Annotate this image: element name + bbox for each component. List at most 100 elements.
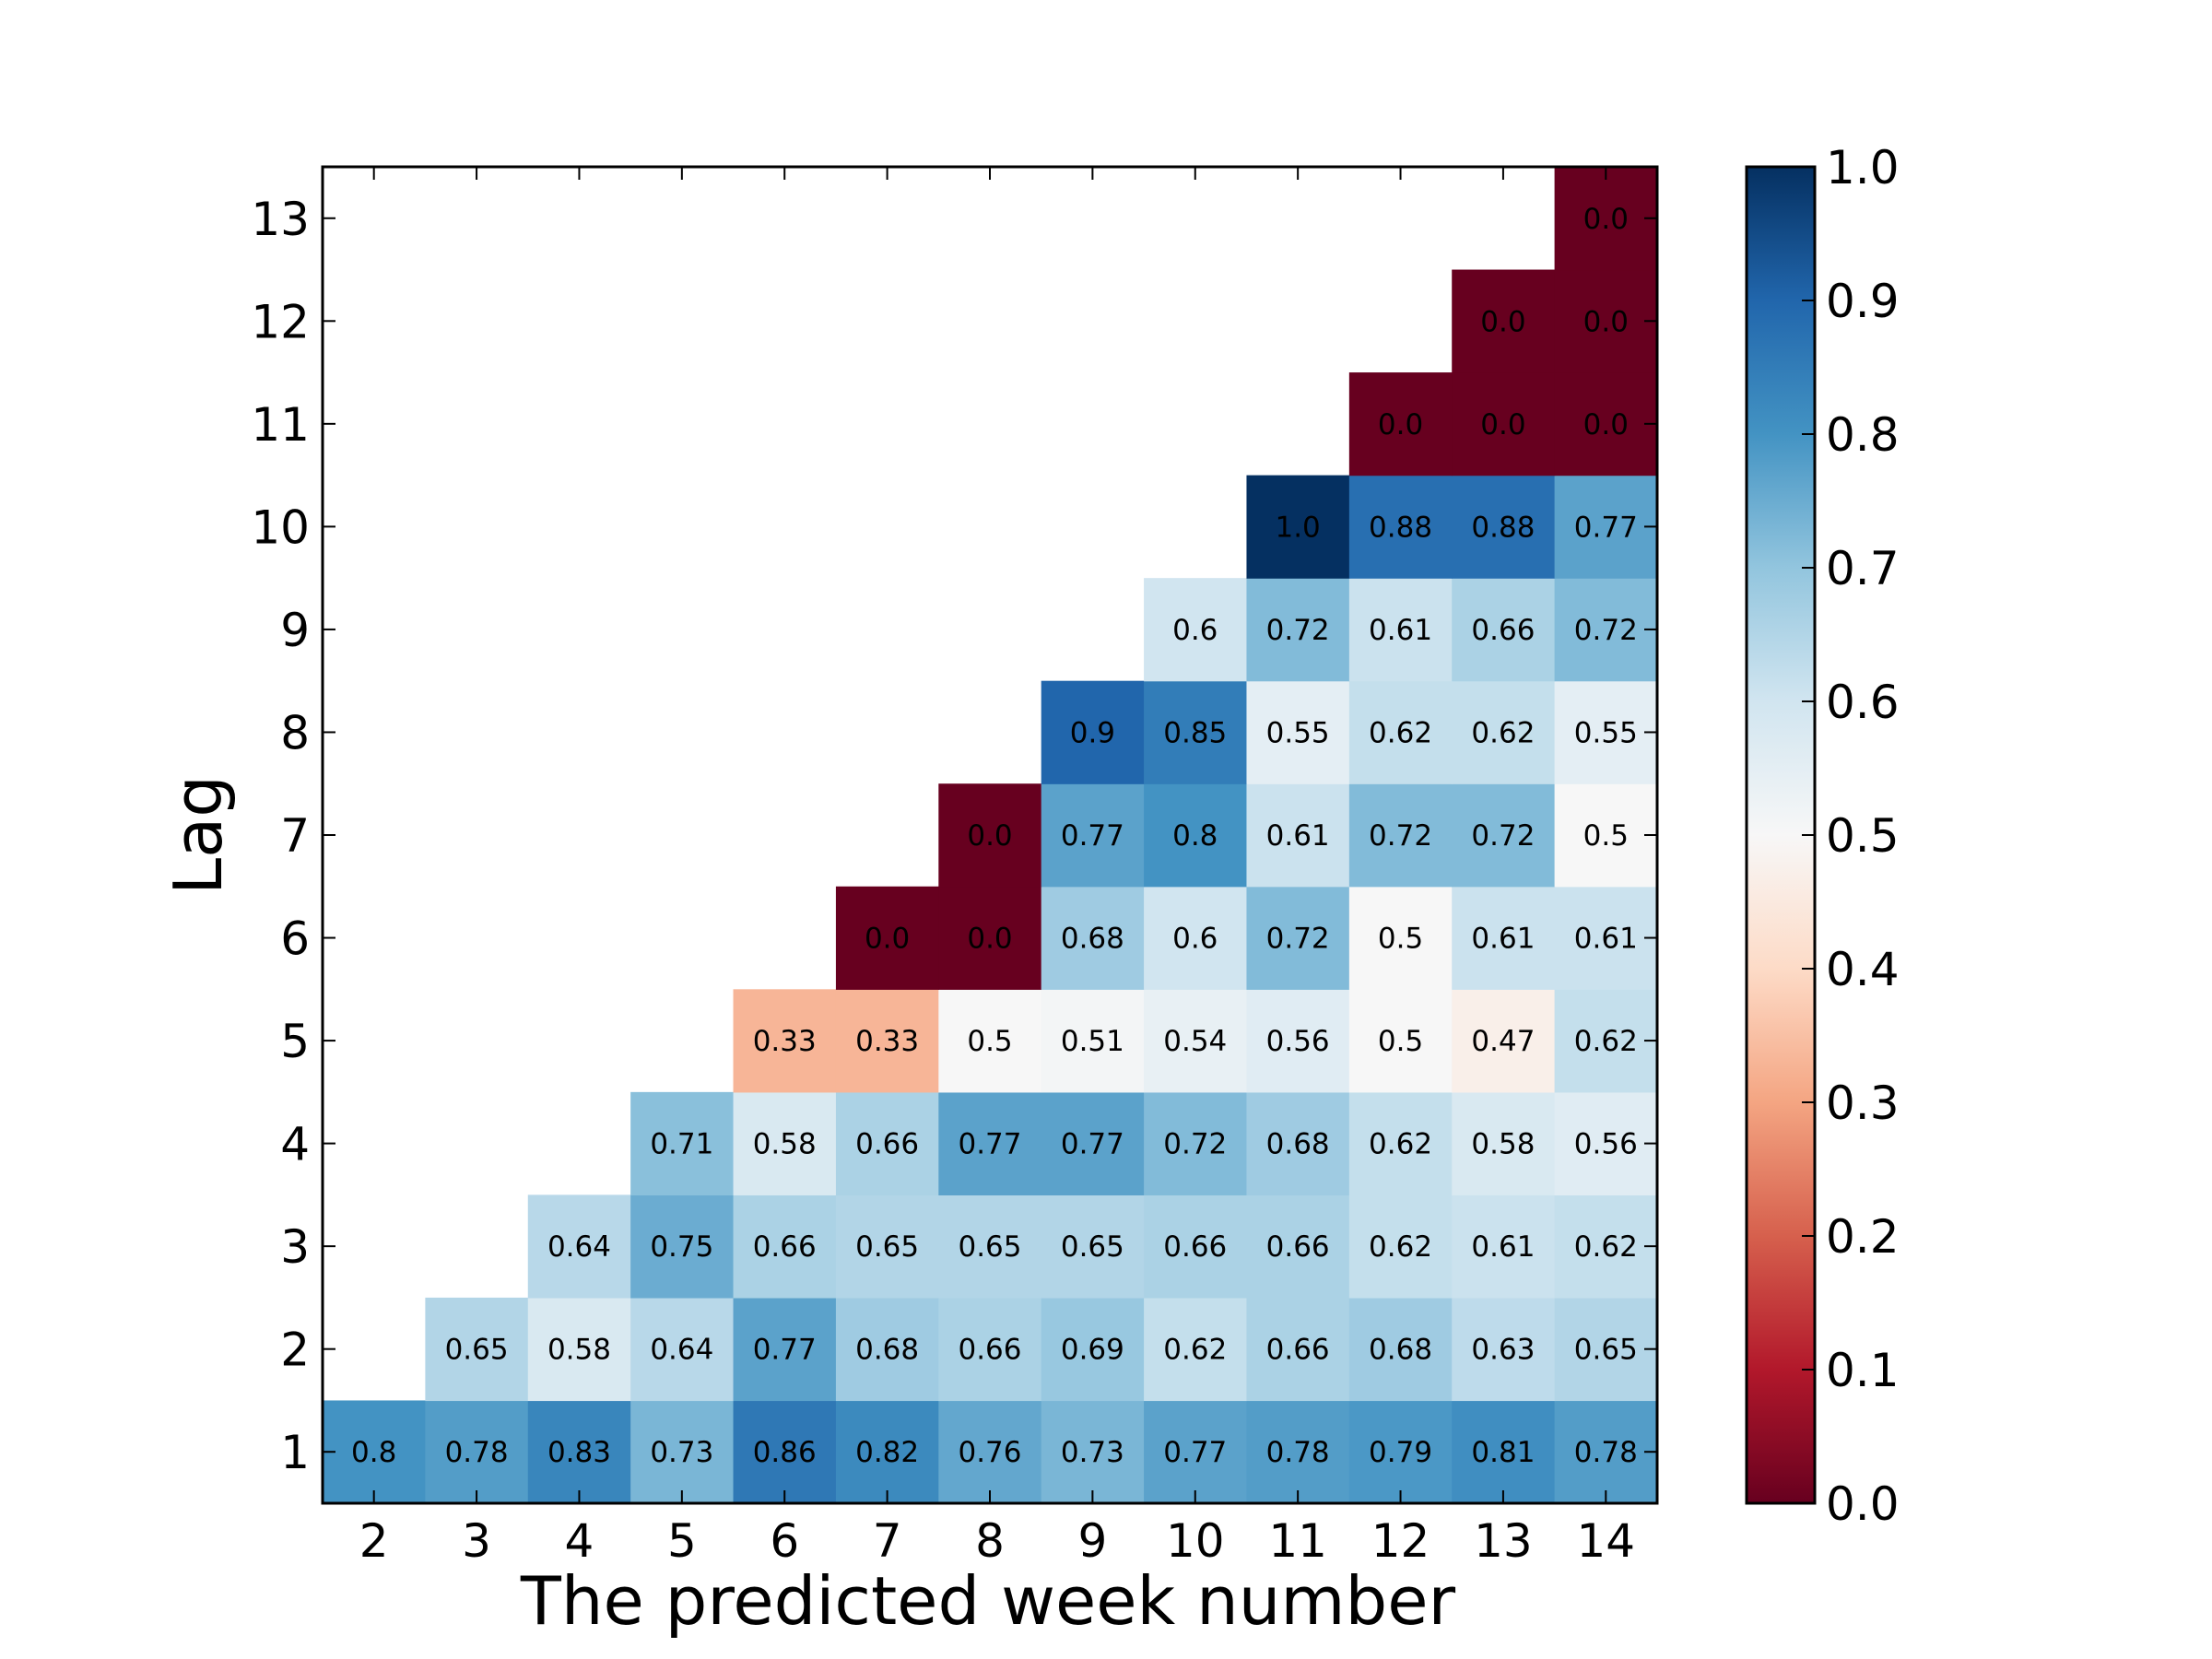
- cell-value-label: 0.58: [753, 1128, 817, 1161]
- heatmap-cell: [1144, 680, 1248, 784]
- cell-value-label: 0.64: [650, 1334, 713, 1367]
- cell-value-label: 0.5: [1583, 819, 1629, 853]
- heatmap-cell: [527, 1194, 631, 1299]
- y-tick-label: 6: [280, 912, 310, 966]
- cell-value-label: 0.78: [445, 1436, 509, 1469]
- cell-value-label: 0.68: [1369, 1334, 1432, 1367]
- cell-value-label: 0.88: [1369, 511, 1432, 544]
- x-tick-label: 11: [1268, 1514, 1327, 1568]
- colorbar-tick-label: 0.0: [1826, 1477, 1900, 1531]
- heatmap-cell: [938, 886, 1042, 990]
- cell-value-label: 0.66: [1163, 1230, 1227, 1264]
- heatmap-cell: [1348, 783, 1453, 888]
- heatmap-cell: [1554, 783, 1658, 888]
- cell-value-label: 0.82: [855, 1436, 919, 1469]
- heatmap-cell: [1041, 1091, 1145, 1195]
- colorbar-tick-label: 0.2: [1826, 1210, 1900, 1264]
- heatmap-cell: [1554, 475, 1658, 579]
- heatmap-cell: [1348, 680, 1453, 784]
- x-tick-label: 14: [1576, 1514, 1635, 1568]
- heatmap-cell: [1246, 1091, 1350, 1195]
- heatmap-cell: [1554, 1297, 1658, 1402]
- cell-value-label: 0.68: [855, 1334, 919, 1367]
- heatmap-cell: [1554, 886, 1658, 990]
- colorbar-tick-label: 0.8: [1826, 408, 1900, 462]
- x-tick-label: 9: [1077, 1514, 1107, 1568]
- heatmap-cell: [630, 1194, 735, 1299]
- heatmap-cell: [1144, 1400, 1248, 1504]
- cell-value-label: 0.72: [1266, 923, 1330, 956]
- x-tick-label: 5: [667, 1514, 697, 1568]
- heatmap-cell: [835, 1297, 939, 1402]
- colorbar-tick-label: 0.3: [1826, 1077, 1900, 1130]
- heatmap-cell: [1246, 680, 1350, 784]
- heatmap-cell: [323, 1400, 426, 1504]
- cell-value-label: 0.72: [1574, 614, 1638, 647]
- colorbar-tick-label: 0.5: [1826, 809, 1900, 863]
- cell-value-label: 0.62: [1369, 1128, 1432, 1161]
- heatmap-cell: [1452, 372, 1556, 477]
- cell-value-label: 0.75: [650, 1230, 713, 1264]
- heatmap-cell: [1041, 1400, 1145, 1504]
- cell-value-label: 0.5: [967, 1025, 1012, 1058]
- cell-value-label: 1.0: [1275, 511, 1320, 544]
- x-tick-label: 6: [770, 1514, 799, 1568]
- heatmap-cell: [733, 1400, 837, 1504]
- cell-value-label: 0.0: [865, 923, 910, 956]
- cell-value-label: 0.61: [1266, 819, 1330, 853]
- heatmap-cell: [1554, 269, 1658, 373]
- heatmap-cells: [323, 167, 1658, 1504]
- y-tick-label: 8: [280, 706, 310, 759]
- heatmap-cell: [425, 1400, 529, 1504]
- cell-value-label: 0.56: [1266, 1025, 1330, 1058]
- y-tick-label: 5: [280, 1015, 310, 1068]
- cell-value-label: 0.65: [855, 1230, 919, 1264]
- cell-value-label: 0.5: [1378, 1025, 1423, 1058]
- cell-value-label: 0.65: [445, 1334, 509, 1367]
- heatmap-cell: [1348, 1297, 1453, 1402]
- cell-value-label: 0.83: [547, 1436, 611, 1469]
- cell-value-label: 0.0: [1583, 203, 1629, 236]
- cell-value-label: 0.62: [1574, 1025, 1638, 1058]
- heatmap-cell: [1452, 269, 1556, 373]
- cell-value-label: 0.86: [753, 1436, 817, 1469]
- cell-value-label: 0.66: [1266, 1334, 1330, 1367]
- y-tick-label: 12: [251, 295, 310, 348]
- cell-value-label: 0.81: [1471, 1436, 1535, 1469]
- heatmap-cell: [1554, 578, 1658, 682]
- heatmap-cell: [527, 1297, 631, 1402]
- cell-value-label: 0.72: [1471, 819, 1535, 853]
- cell-value-label: 0.62: [1574, 1230, 1638, 1264]
- cell-value-label: 0.77: [958, 1128, 1021, 1161]
- heatmap-cell: [1554, 989, 1658, 1093]
- cell-value-label: 0.66: [753, 1230, 817, 1264]
- heatmap-cell: [1246, 886, 1350, 990]
- heatmap-cell: [1144, 886, 1248, 990]
- heatmap-cell: [1452, 1297, 1556, 1402]
- heatmap-cell: [1246, 989, 1350, 1093]
- y-tick-label: 11: [251, 398, 310, 452]
- heatmap-cell: [733, 989, 837, 1093]
- cell-value-label: 0.54: [1163, 1025, 1227, 1058]
- heatmap-cell: [1348, 578, 1453, 682]
- heatmap-cell: [1554, 167, 1658, 271]
- heatmap-cell: [1452, 475, 1556, 579]
- cell-value-label: 0.63: [1471, 1334, 1535, 1367]
- cell-value-label: 0.72: [1266, 614, 1330, 647]
- cell-value-label: 0.77: [1163, 1436, 1227, 1469]
- heatmap-cell: [1246, 1194, 1350, 1299]
- heatmap-cell: [1348, 475, 1453, 579]
- heatmap-cell: [1348, 1194, 1453, 1299]
- cell-value-label: 0.0: [1480, 408, 1525, 441]
- heatmap-cell: [938, 1194, 1042, 1299]
- heatmap-cell: [1246, 1297, 1350, 1402]
- cell-value-label: 0.78: [1574, 1436, 1638, 1469]
- cell-value-label: 0.65: [958, 1230, 1021, 1264]
- heatmap-cell: [527, 1400, 631, 1504]
- heatmap-cell: [835, 886, 939, 990]
- cell-value-label: 0.55: [1266, 716, 1330, 749]
- heatmap-cell: [1144, 989, 1248, 1093]
- cell-value-label: 0.65: [1574, 1334, 1638, 1367]
- y-tick-label: 13: [251, 193, 310, 246]
